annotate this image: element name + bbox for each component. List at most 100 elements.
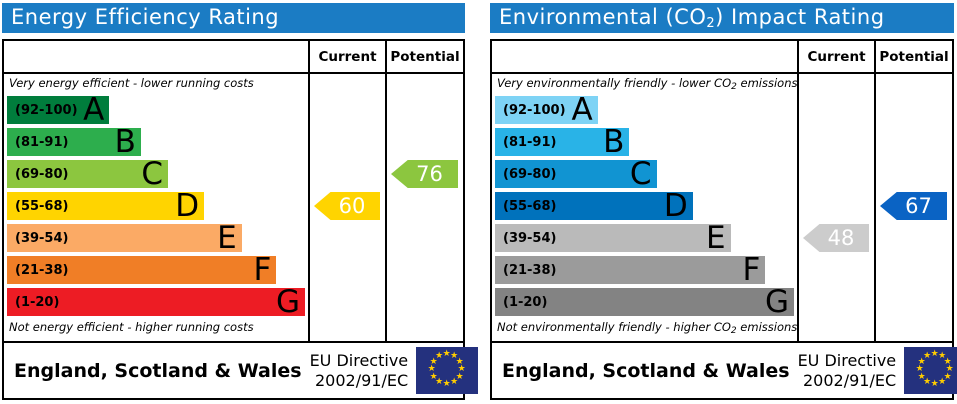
band-range-label: (92-100) (15, 102, 78, 118)
eu-directive-line2: 2002/91/EC (803, 370, 897, 390)
eu-star-icon: ★ (455, 356, 464, 367)
eu-star-icon: ★ (915, 364, 924, 374)
rating-table: Current Potential Very environmentally f… (490, 39, 957, 400)
band-letter: G (275, 284, 300, 320)
band-b: (81-91) B (7, 127, 141, 158)
eu-star-icon: ★ (945, 364, 954, 374)
band-range-label: (69-80) (503, 166, 557, 182)
band-d: (55-68) D (495, 188, 693, 224)
table-corner-cell (4, 41, 308, 74)
band-letter: F (253, 252, 272, 288)
current-column-header: Current (797, 41, 874, 74)
eu-star-icon: ★ (450, 351, 459, 361)
band-range-label: (1-20) (15, 294, 60, 310)
eu-star-icon: ★ (923, 376, 932, 387)
band-c: (69-80) C (495, 156, 657, 192)
band-c: (69-80) C (7, 156, 169, 192)
band-chart: Very environmentally friendly - lower CO… (492, 74, 797, 341)
eu-flag: ★ ★ ★ ★ ★ ★ ★ ★ ★ ★ ★ ★ (416, 347, 479, 394)
eu-directive-label: EU Directive 2002/91/EC (798, 351, 897, 391)
energy-title-bar: Energy Efficiency Rating (2, 3, 465, 33)
table-footer: England, Scotland & Wales EU Directive 2… (492, 341, 957, 398)
caption-text: Very energy efficient - lower running co… (9, 76, 254, 90)
potential-rating-arrow: 67 (880, 192, 947, 220)
band-range-label: (39-54) (503, 230, 557, 246)
band-letter: A (83, 92, 105, 128)
eu-directive-line2: 2002/91/EC (315, 370, 409, 390)
title-text: Environmental (CO (499, 5, 707, 29)
potential-rating-value: 76 (416, 162, 443, 186)
band-chart: Very energy efficient - lower running co… (4, 74, 308, 341)
band-letter: C (141, 156, 164, 192)
caption-text-post: emissions (736, 76, 798, 90)
band-range-label: (55-68) (15, 198, 69, 214)
region-label: England, Scotland & Wales (502, 359, 790, 382)
band-letter: D (175, 188, 200, 224)
title-subscript: 2 (706, 16, 716, 31)
band-range-label: (55-68) (503, 198, 557, 214)
band-range-label: (1-20) (503, 294, 548, 310)
current-rating-value: 48 (827, 226, 855, 250)
title-text-post: ) Impact Rating (715, 5, 885, 29)
band-range-label: (69-80) (15, 166, 69, 182)
potential-rating-arrow: 76 (391, 160, 458, 188)
eu-star-icon: ★ (938, 376, 947, 387)
band-g: (1-20) G (495, 287, 794, 318)
current-column: 48 (797, 74, 874, 341)
caption-text: Not energy efficient - higher running co… (9, 320, 254, 334)
band-letter: B (603, 124, 625, 160)
band-range-label: (92-100) (503, 102, 566, 118)
rating-table: Current Potential Very energy efficient … (2, 39, 479, 400)
panel-title: Environmental (CO2) Impact Rating (499, 5, 885, 31)
eu-star-icon: ★ (442, 349, 451, 359)
eu-star-icon: ★ (435, 376, 444, 387)
band-range-label: (81-91) (503, 134, 557, 150)
caption-subscript: 2 (730, 326, 737, 336)
eu-star-icon: ★ (455, 371, 464, 382)
band-g: (1-20) G (7, 284, 305, 320)
band-e: (39-54) E (7, 220, 242, 256)
current-column: 60 (308, 74, 385, 341)
band-range-label: (81-91) (15, 134, 69, 150)
band-f: (21-38) F (7, 252, 277, 288)
band-d: (55-68) D (7, 188, 205, 224)
eu-flag: ★ ★ ★ ★ ★ ★ ★ ★ ★ ★ ★ ★ (904, 347, 957, 394)
eu-star-icon: ★ (917, 371, 926, 382)
potential-column-header: Potential (385, 41, 463, 74)
eu-star-icon: ★ (442, 379, 451, 389)
potential-column: 76 (385, 74, 463, 341)
eu-star-icon: ★ (429, 356, 438, 367)
band-a: (92-100) A (7, 92, 110, 128)
eu-star-icon: ★ (435, 351, 444, 361)
environmental-impact-panel: Environmental (CO2) Impact Rating Curren… (490, 3, 957, 400)
band-letter: E (217, 220, 237, 256)
table-footer: England, Scotland & Wales EU Directive 2… (4, 341, 479, 398)
band-b: (81-91) B (495, 124, 630, 160)
band-f: (21-38) F (495, 252, 766, 288)
caption-text: Very environmentally friendly - lower CO (497, 76, 732, 90)
potential-rating-value: 67 (905, 194, 932, 218)
eu-directive-line1: EU Directive (797, 350, 897, 370)
caption-text-post: emissions (736, 320, 797, 334)
band-letter: E (705, 220, 726, 256)
eu-directive-label: EU Directive 2002/91/EC (310, 351, 409, 391)
caption-bottom: Not energy efficient - higher running co… (9, 320, 308, 336)
eu-star-icon: ★ (457, 364, 466, 374)
title-text: Energy Efficiency Rating (11, 5, 280, 29)
caption-top: Very energy efficient - lower running co… (9, 76, 308, 92)
band-letter: C (629, 156, 652, 192)
eu-star-icon: ★ (450, 376, 459, 387)
current-rating-arrow: 60 (314, 192, 380, 220)
eu-star-icon: ★ (938, 351, 947, 361)
band-letter: D (663, 188, 688, 224)
band-e: (39-54) E (495, 220, 731, 256)
band-letter: F (742, 252, 761, 288)
current-column-header: Current (308, 41, 385, 74)
eu-directive-line1: EU Directive (309, 350, 409, 370)
energy-efficiency-panel: Energy Efficiency Rating Current Potenti… (2, 3, 479, 400)
eu-star-icon: ★ (917, 356, 926, 367)
band-range-label: (21-38) (15, 262, 69, 278)
caption-subscript: 2 (731, 82, 737, 92)
caption-bottom: Not environmentally friendly - higher CO… (497, 320, 797, 336)
current-rating-value: 60 (338, 194, 366, 218)
